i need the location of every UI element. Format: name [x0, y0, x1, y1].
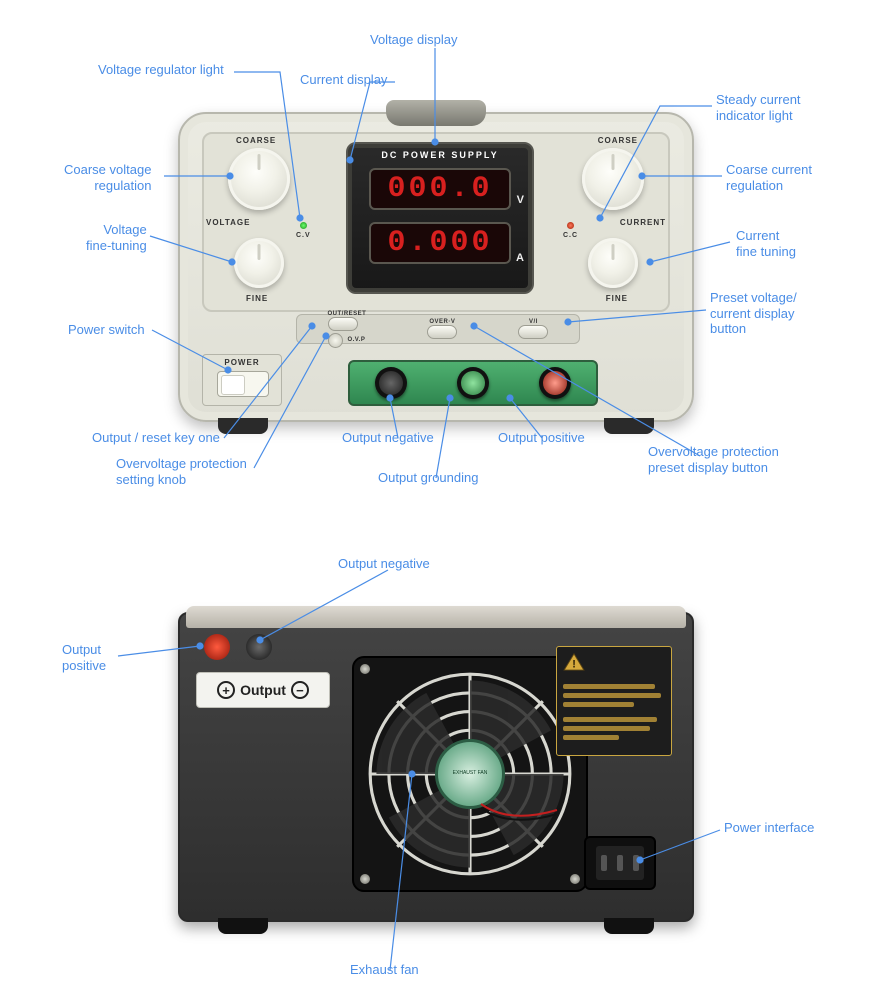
lbl-steady-current: Steady current indicator light [716, 92, 801, 123]
lbl-coarse-current-reg: Coarse current regulation [726, 162, 812, 193]
power-interface-socket[interactable] [584, 836, 656, 890]
current-value: 0.000 [387, 226, 492, 260]
handle [386, 100, 486, 126]
post-positive[interactable] [204, 634, 230, 660]
mid-button-row: OUT/RESET O.V.P OVER·V V/I [296, 314, 580, 344]
lbl-power-switch: Power switch [68, 322, 145, 338]
label-coarse-right: COARSE [598, 136, 638, 145]
label-fine-right: FINE [606, 294, 628, 303]
lbl-volt-fine: Voltage fine-tuning [86, 222, 147, 253]
lbl-out-neg-back: Output negative [338, 556, 430, 572]
lbl-out-gnd: Output grounding [378, 470, 478, 486]
label-coarse-left: COARSE [236, 136, 276, 145]
lbl-outreset: OUT/RESET [328, 311, 367, 317]
label-cv: C.V [296, 232, 311, 239]
output-text: Output [240, 682, 286, 698]
power-switch[interactable] [217, 371, 269, 397]
fan-hub: EXHAUST FAN [435, 739, 505, 809]
btn-out-reset[interactable] [328, 317, 358, 331]
led-cc [567, 222, 574, 229]
voltage-value: 000.0 [387, 172, 492, 206]
label-current: CURRENT [620, 218, 666, 227]
knob-coarse-voltage[interactable] [228, 148, 290, 210]
knob-fine-voltage[interactable] [234, 238, 284, 288]
power-box: POWER [202, 354, 282, 406]
panel-upper: COARSE VOLTAGE C.V FINE DC POWER SUPPLY … [202, 132, 670, 312]
lbl-current-display: Current display [300, 72, 387, 88]
fan-hub-text: EXHAUST FAN [438, 742, 502, 806]
knob-fine-current[interactable] [588, 238, 638, 288]
led-cv [300, 222, 307, 229]
device-back: + Output − [178, 612, 694, 922]
btn-over-v[interactable] [427, 325, 457, 339]
lbl-ovp-preset-btn: Overvoltage protection preset display bu… [648, 444, 779, 475]
lbl-exhaust-fan: Exhaust fan [350, 962, 419, 978]
back-foot [218, 918, 268, 934]
lbl-ovp-knob: Overvoltage protection setting knob [116, 456, 247, 487]
label-voltage: VOLTAGE [206, 218, 250, 227]
lbl-out-neg-front: Output negative [342, 430, 434, 446]
lbl-ovp: O.V.P [347, 337, 365, 343]
lbl-preset-vi: Preset voltage/ current display button [710, 290, 797, 337]
label-fine-left: FINE [246, 294, 268, 303]
terminal-negative[interactable] [375, 367, 407, 399]
minus-icon: − [291, 681, 309, 699]
foot-left [218, 418, 268, 434]
lbl-coarse-volt-reg: Coarse voltage regulation [64, 162, 151, 193]
lbl-out-pos-back: Output positive [62, 642, 106, 673]
output-label-back: + Output − [196, 672, 330, 708]
back-foot [604, 918, 654, 934]
display-title: DC POWER SUPPLY [348, 144, 532, 160]
lbl-out-pos-front: Output positive [498, 430, 585, 446]
current-readout: 0.000 [369, 222, 511, 264]
foot-right [604, 418, 654, 434]
svg-text:!: ! [572, 658, 576, 670]
output-terminal-box [348, 360, 598, 406]
current-unit: A [516, 252, 524, 264]
power-label: POWER [203, 355, 281, 367]
btn-vi[interactable] [518, 325, 548, 339]
label-cc: C.C [563, 232, 578, 239]
warning-icon: ! [563, 653, 585, 671]
terminal-ground[interactable] [457, 367, 489, 399]
knob-coarse-current[interactable] [582, 148, 644, 210]
post-negative[interactable] [246, 634, 272, 660]
lbl-voltage-display: Voltage display [370, 32, 457, 48]
display: DC POWER SUPPLY 000.0 V 0.000 A [346, 142, 534, 294]
knob-ovp-set[interactable] [328, 333, 343, 348]
device-front: COARSE VOLTAGE C.V FINE DC POWER SUPPLY … [178, 112, 694, 422]
lbl-outreset-key: Output / reset key one [92, 430, 220, 446]
lbl-voltage-reg-light: Voltage regulator light [98, 62, 224, 78]
panel-lower: POWER [202, 354, 670, 404]
lbl-current-fine: Current fine tuning [736, 228, 796, 259]
lbl-power-interface: Power interface [724, 820, 814, 836]
voltage-unit: V [517, 194, 524, 206]
back-top-edge [186, 606, 686, 628]
warning-label: ! [556, 646, 672, 756]
fan: EXHAUST FAN [352, 656, 588, 892]
terminal-positive[interactable] [539, 367, 571, 399]
fan-wires [479, 802, 559, 832]
voltage-readout: 000.0 [369, 168, 511, 210]
plus-icon: + [217, 681, 235, 699]
